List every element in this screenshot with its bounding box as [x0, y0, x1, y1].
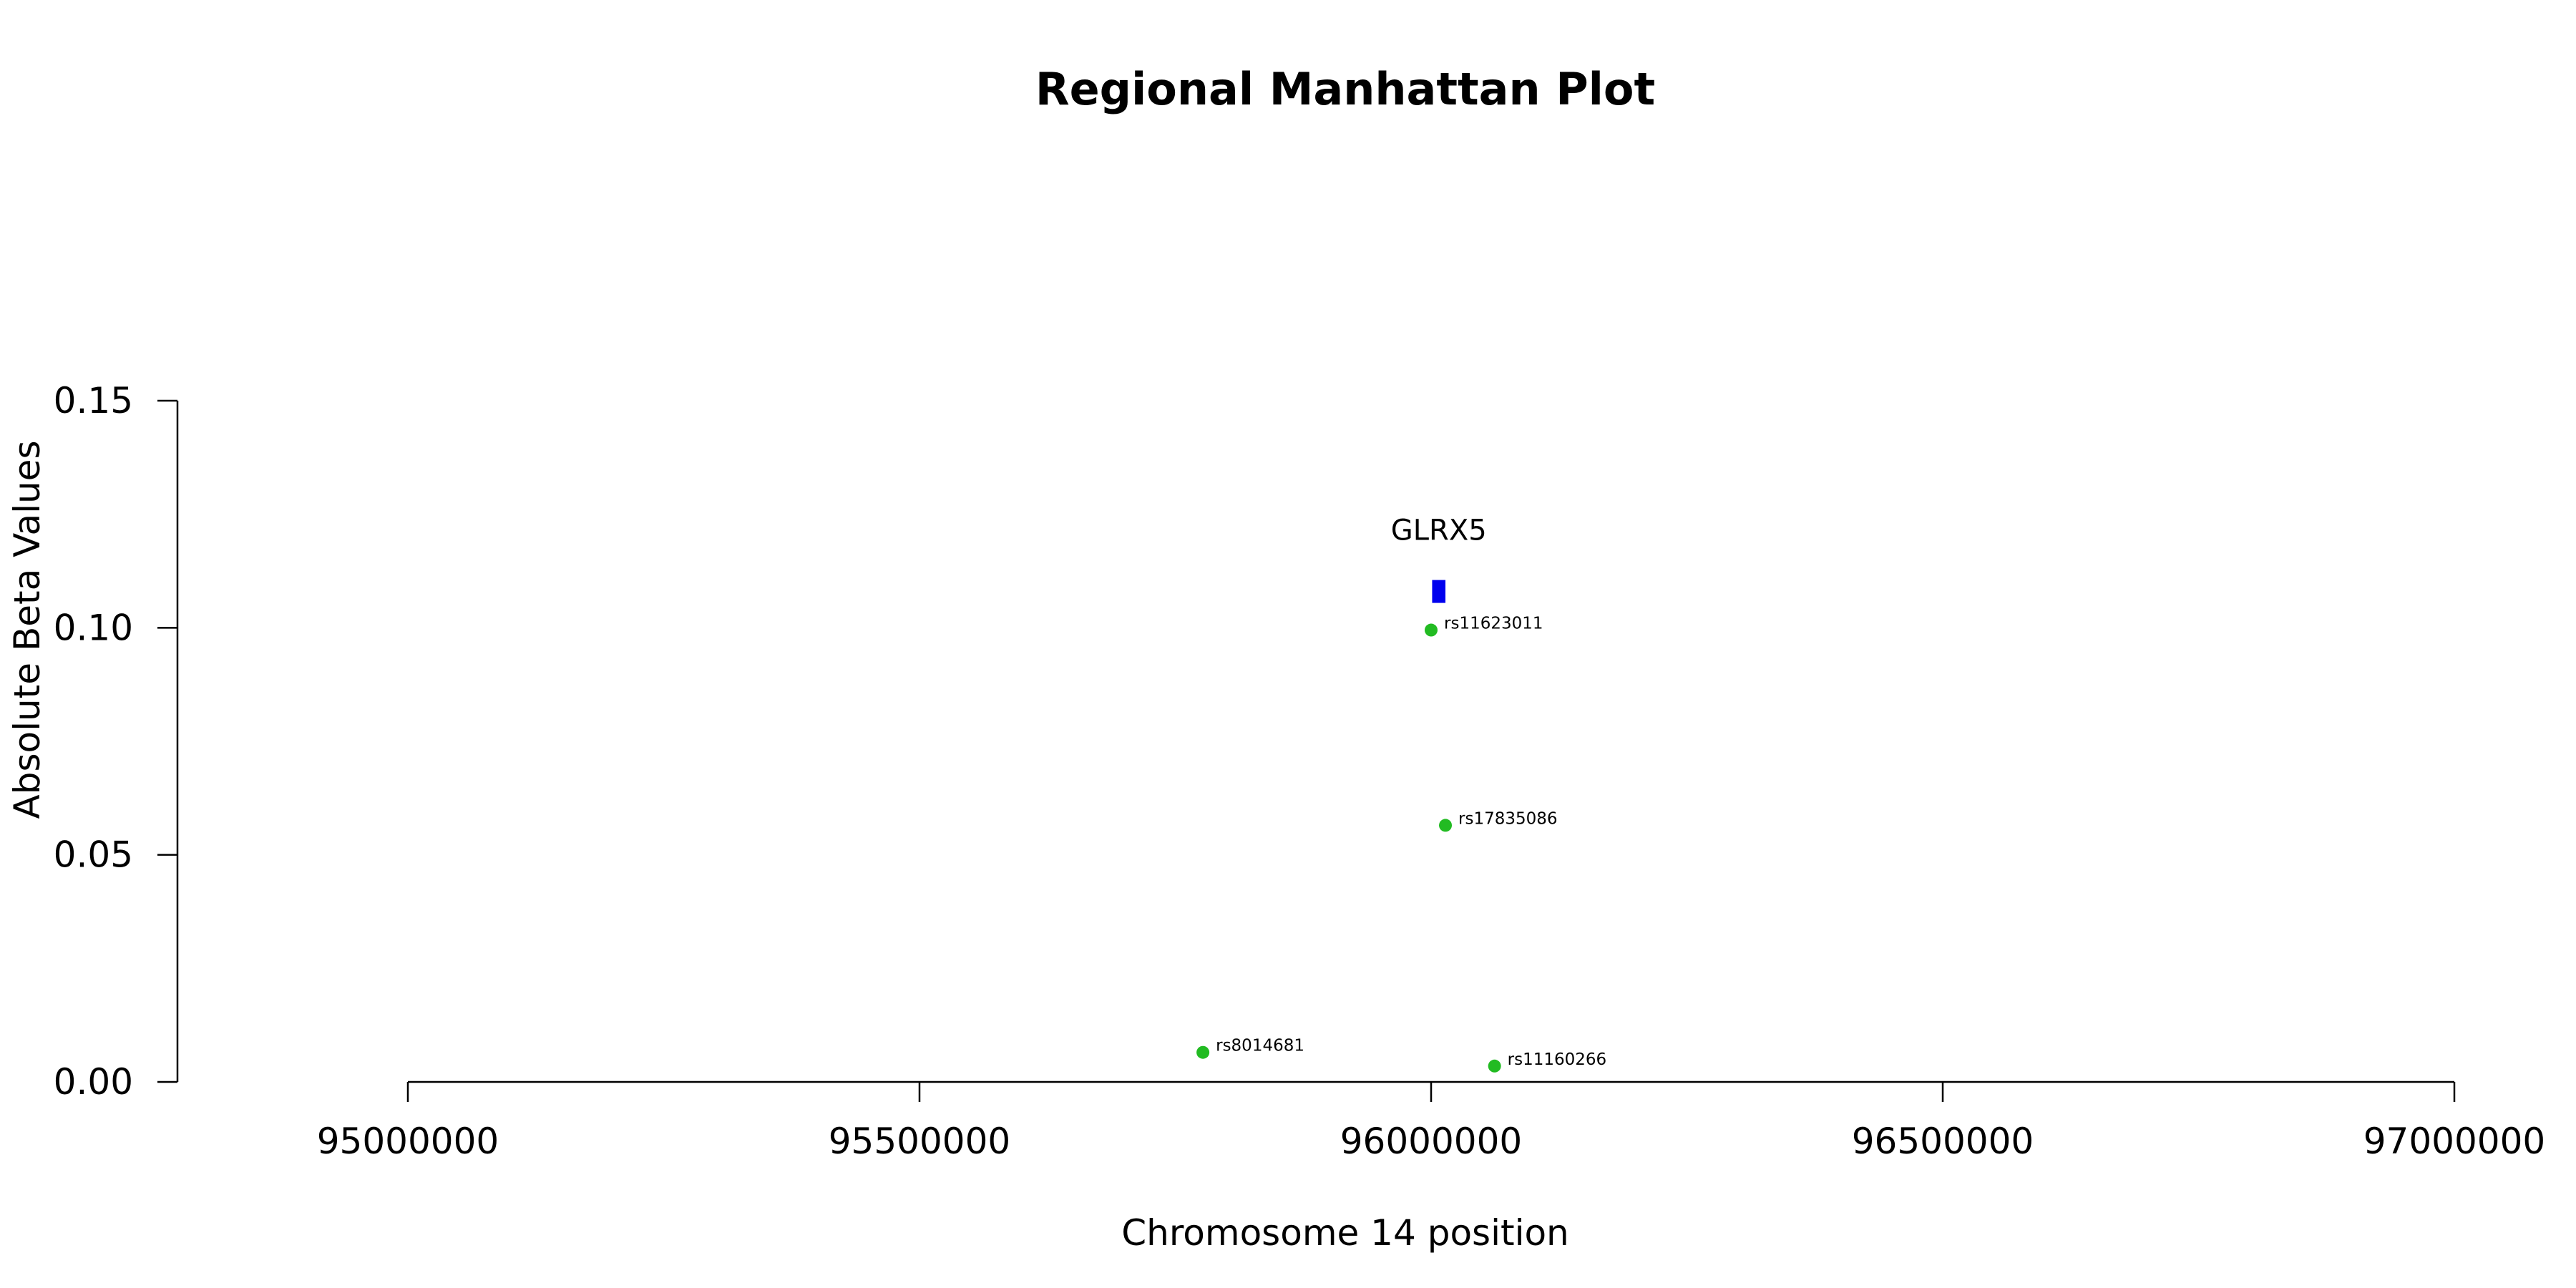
x-tick-label: 97000000 [2363, 1121, 2546, 1162]
x-axis-label: Chromosome 14 position [1121, 1212, 1569, 1254]
gene-label: GLRX5 [1391, 514, 1487, 547]
y-tick-label: 0.10 [54, 607, 133, 648]
axes: 0.00 0.05 0.10 0.15 95000000 95500000 96000000… [54, 380, 2546, 1162]
x-tick-label: 96500000 [1852, 1121, 2034, 1162]
data-points: rs11623011 rs17835086 rs8014681 rs11160266 [1196, 615, 1606, 1073]
x-tick-label: 95000000 [317, 1121, 499, 1162]
x-tick-label: 96000000 [1340, 1121, 1523, 1162]
snp-point [1196, 1045, 1210, 1059]
snp-point [1488, 1059, 1501, 1073]
gene-track: GLRX5 [1391, 514, 1487, 603]
snp-point [1439, 819, 1453, 832]
y-tick-label: 0.05 [54, 834, 133, 876]
snp-label: rs8014681 [1216, 1037, 1304, 1055]
snp-label: rs17835086 [1458, 809, 1558, 828]
snp-point [1425, 623, 1438, 637]
y-tick-label: 0.00 [54, 1061, 133, 1103]
gene-box [1432, 580, 1446, 603]
y-tick-label: 0.15 [54, 380, 133, 421]
snp-label: rs11160266 [1508, 1050, 1607, 1069]
snp-label: rs11623011 [1444, 615, 1543, 633]
y-axis-label: Absolute Beta Values [6, 441, 48, 819]
chart-title: Regional Manhattan Plot [1035, 63, 1655, 115]
x-tick-label: 95500000 [829, 1121, 1011, 1162]
